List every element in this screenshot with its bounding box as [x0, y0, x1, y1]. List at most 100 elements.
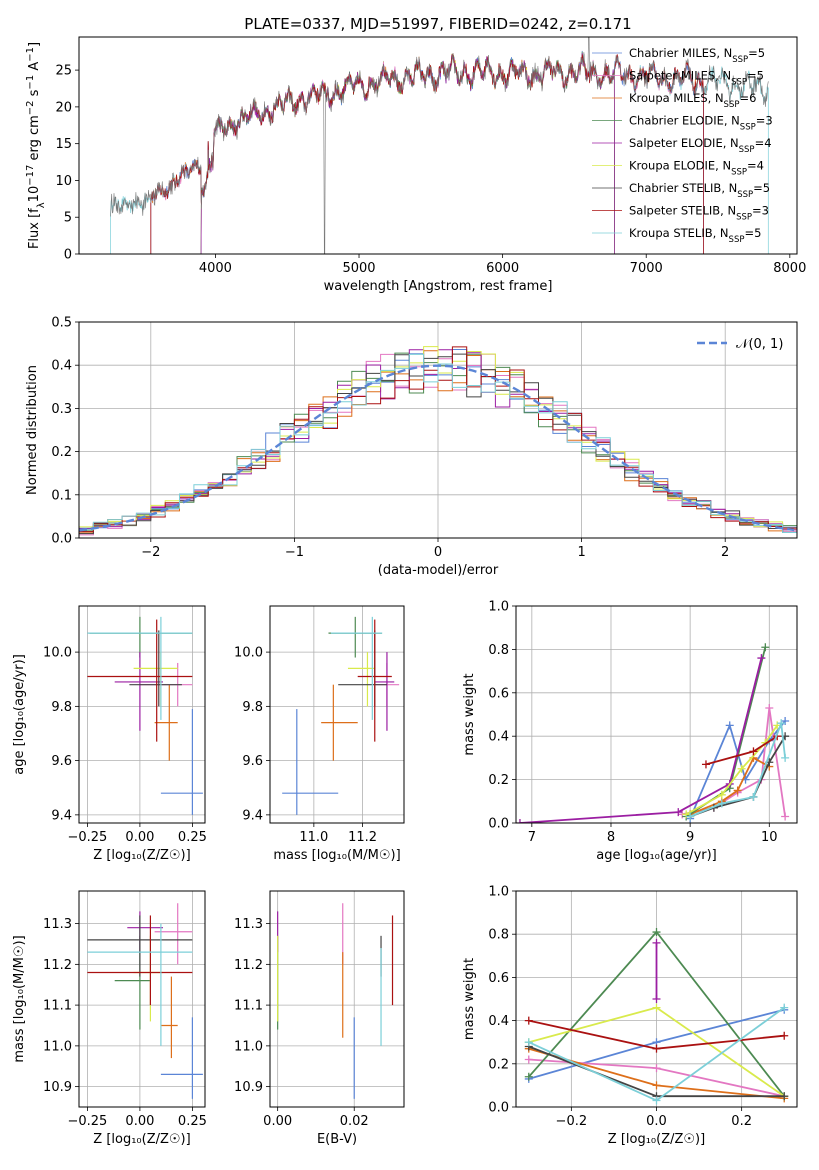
legend-entry: Salpeter ELODIE, NSSP=4 — [629, 136, 772, 155]
y-tick-label: 10.0 — [43, 646, 72, 661]
residuals-panel: −2 −1 0 1 2 0.0 0.1 0.2 0.3 0.4 0.5 (data-model)/er… — [25, 316, 798, 578]
series-marker — [652, 928, 661, 937]
y-axis-label: Normed distribution — [25, 365, 40, 495]
legend-entry: Chabrier ELODIE, NSSP=3 — [629, 114, 773, 133]
legend-subscript: SSP — [731, 78, 747, 88]
x-tick-label: 8 — [607, 830, 615, 845]
error-point-5 — [347, 652, 375, 707]
series-marker — [524, 1038, 533, 1047]
y-axis-label-part: ] — [27, 42, 42, 47]
legend-label: Salpeter STELIB, N — [629, 204, 736, 218]
error-point-0 — [160, 1017, 203, 1099]
series-marker — [780, 1031, 789, 1040]
mass-vs-z-plot-area — [87, 903, 203, 1099]
legend-label: Kroupa ELODIE, N — [629, 159, 731, 173]
axes-frame — [515, 890, 798, 1108]
series-marker — [524, 1016, 533, 1025]
legend-tail: =5 — [753, 181, 770, 195]
y-tick-label: 0.8 — [488, 928, 509, 943]
axes-frame — [78, 605, 206, 824]
y-tick-label: 0 — [64, 248, 72, 263]
error-point-6 — [129, 630, 182, 707]
x-tick-label: 0 — [434, 545, 442, 560]
age-vs-mass-plot-area — [282, 616, 400, 815]
x-axis-label: (data-model)/error — [378, 563, 499, 578]
error-point-4 — [374, 652, 395, 731]
series-marker — [701, 760, 710, 769]
y-axis-label: age [log₁₀(age/yr)] — [12, 654, 27, 775]
legend-label: Kroupa MILES, N — [629, 91, 724, 105]
axes-frame — [269, 605, 405, 824]
error-point-3 — [114, 935, 151, 1030]
x-axis-label: Z [log₁₀(Z/Z☉)] — [608, 1132, 705, 1147]
legend-entry: Salpeter STELIB, NSSP=3 — [629, 204, 769, 223]
series-marker — [717, 790, 726, 799]
legend: 𝒩(0, 1) — [697, 337, 783, 352]
y-tick-label: 0.4 — [488, 730, 509, 745]
x-axis-label: age [log₁₀(age/yr)] — [596, 848, 717, 863]
legend-label: Salpeter ELODIE, N — [629, 136, 739, 150]
model-spectrum-2 — [150, 53, 705, 254]
error-point-1 — [154, 903, 193, 965]
series-marker — [652, 938, 661, 947]
spectrum-plot-area — [110, 37, 769, 254]
y-axis-label-part: −1 — [25, 47, 36, 62]
legend-entry: Kroupa MILES, NSSP=6 — [629, 91, 756, 110]
y-tick-label: 10.0 — [234, 646, 263, 661]
series-marker — [757, 654, 766, 663]
y-axis-label-part: Flux [f — [27, 208, 42, 249]
spectrum-panel: 4000 5000 6000 7000 8000 0 5 10 15 20 25 wavelength… — [25, 15, 807, 294]
series-line-4 — [519, 657, 763, 823]
y-tick-label: 9.8 — [242, 700, 263, 715]
y-tick-label: 11.2 — [234, 958, 263, 973]
legend-label: Chabrier ELODIE, N — [629, 114, 740, 128]
y-tick-label: 20 — [55, 100, 72, 115]
series-marker — [737, 764, 746, 773]
y-tick-label: 11.0 — [43, 1039, 72, 1054]
series-marker — [761, 643, 770, 652]
series-marker — [749, 747, 758, 756]
series-marker — [781, 812, 790, 821]
error-point-4 — [114, 652, 163, 731]
error-point-0 — [282, 709, 339, 815]
series-marker — [725, 721, 734, 730]
x-tick-label: 0.00 — [125, 830, 154, 845]
error-point-8 — [87, 616, 193, 720]
legend-tail: =5 — [748, 46, 765, 60]
error-point-8 — [330, 616, 383, 720]
x-tick-label: 0.25 — [178, 830, 207, 845]
massweight-vs-age-panel: 7 8 9 10 0.0 0.2 0.4 0.6 0.8 1.0 age [log₁₀(age/yr… — [462, 600, 798, 863]
y-tick-label: 15 — [55, 137, 72, 152]
x-axis-label: Z [log₁₀(Z/Z☉)] — [93, 1132, 190, 1147]
y-tick-label: 11.0 — [234, 1039, 263, 1054]
observed-spectrum — [110, 37, 769, 254]
series-marker — [652, 1003, 661, 1012]
legend-label: Chabrier STELIB, N — [629, 181, 737, 195]
series-marker — [781, 753, 790, 762]
model-spectrum-4 — [200, 53, 615, 254]
histogram-6 — [79, 353, 797, 535]
x-tick-label: 7000 — [630, 261, 663, 276]
massweight-vs-z-plot-area — [524, 928, 789, 1105]
series-marker — [686, 812, 695, 821]
legend-entry: Chabrier STELIB, NSSP=5 — [629, 181, 770, 200]
error-point-6 — [87, 915, 193, 977]
y-axis-label: mass weight — [462, 673, 477, 755]
y-tick-label: 0.1 — [51, 488, 72, 503]
error-point-2 — [154, 684, 178, 761]
y-tick-label: 1.0 — [488, 600, 509, 615]
x-tick-label: 0.25 — [178, 1114, 207, 1129]
x-tick-label: 9 — [686, 830, 694, 845]
age-vs-z-panel: −0.25 0.00 0.25 9.4 9.6 9.8 10.0 Z [log₁₀(Z/Z☉)… — [12, 605, 207, 863]
error-point-5 — [133, 935, 163, 1022]
y-axis-label-part: −2 — [25, 100, 36, 115]
error-point-7 — [87, 619, 193, 742]
x-tick-label: 1 — [577, 545, 585, 560]
x-axis-label: wavelength [Angstrom, rest frame] — [324, 279, 553, 294]
x-tick-label: 2 — [721, 545, 729, 560]
axes-frame — [515, 605, 798, 824]
error-point-2 — [160, 976, 178, 1059]
y-tick-label: 0.4 — [488, 1014, 509, 1029]
